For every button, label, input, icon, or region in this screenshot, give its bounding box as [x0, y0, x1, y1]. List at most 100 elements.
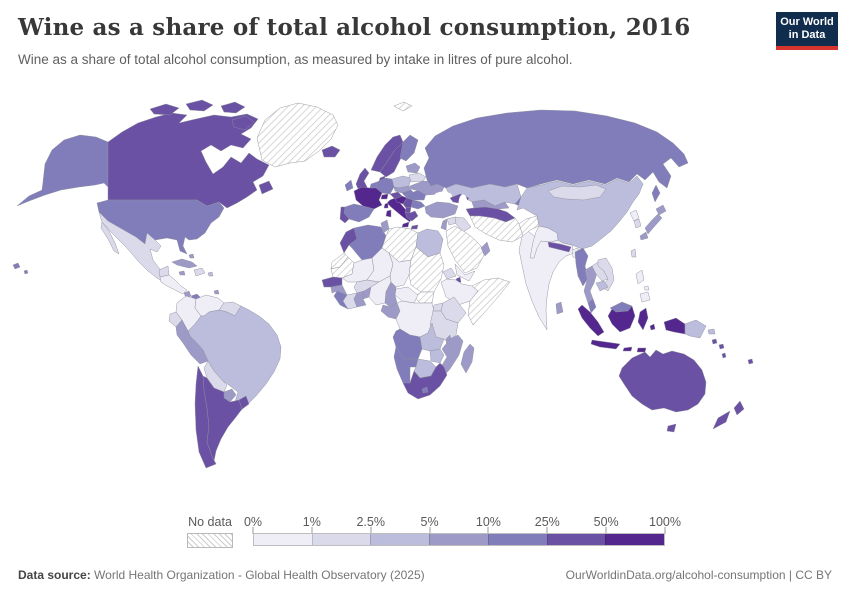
- region-argentina[interactable]: [202, 375, 243, 465]
- region-greenland[interactable]: [256, 102, 339, 168]
- region-sakhalin[interactable]: [651, 184, 661, 203]
- region-yemen[interactable]: [454, 263, 476, 282]
- region-ireland[interactable]: [344, 179, 354, 192]
- region-angola[interactable]: [392, 328, 423, 360]
- region-hawaii[interactable]: [12, 262, 29, 275]
- region-iceland[interactable]: [321, 145, 341, 158]
- legend-tick-label: 10%: [475, 515, 501, 529]
- legend-bucket-1-2.5[interactable]: [311, 534, 371, 545]
- region-australia[interactable]: [618, 349, 707, 413]
- region-vietnam[interactable]: [597, 257, 615, 292]
- legend-bucket-25-50[interactable]: [546, 534, 606, 545]
- region-namibia[interactable]: [393, 346, 419, 384]
- region-saudi-arabia[interactable]: [445, 225, 485, 274]
- region-canada[interactable]: [107, 112, 270, 209]
- legend-tick-label: 50%: [593, 515, 619, 529]
- region-russia[interactable]: [423, 109, 689, 189]
- region-central-african-republic[interactable]: [394, 286, 419, 304]
- region-pakistan[interactable]: [529, 225, 559, 259]
- legend-tick: [311, 527, 313, 534]
- region-mexico[interactable]: [98, 211, 172, 284]
- legend-bucket-5-10[interactable]: [429, 534, 488, 545]
- region-south-korea[interactable]: [633, 218, 642, 229]
- legend-bucket-50-100[interactable]: [605, 534, 665, 545]
- region-myanmar[interactable]: [574, 247, 589, 287]
- region-indonesia[interactable]: [577, 304, 686, 353]
- region-mongolia[interactable]: [547, 184, 607, 201]
- legend-bucket-10-25[interactable]: [487, 534, 547, 545]
- data-source-value: World Health Organization - Global Healt…: [90, 568, 425, 582]
- region-baltics[interactable]: [405, 162, 421, 174]
- region-finland[interactable]: [399, 134, 419, 162]
- region-eritrea[interactable]: [442, 267, 457, 280]
- region-central-america[interactable]: [159, 274, 188, 295]
- caspian-sea: [458, 194, 468, 212]
- region-switzerland[interactable]: [380, 193, 389, 200]
- legend-no-data-swatch: [187, 533, 233, 548]
- data-source-label: Data source:: [18, 568, 91, 582]
- region-madagascar[interactable]: [460, 343, 475, 374]
- page-subtitle: Wine as a share of total alcohol consump…: [18, 52, 573, 67]
- region-philippines[interactable]: [635, 269, 651, 303]
- legend-tick: [429, 527, 431, 534]
- region-greece[interactable]: [404, 210, 419, 230]
- region-bahamas[interactable]: [188, 253, 195, 259]
- region-somalia[interactable]: [467, 277, 511, 326]
- region-fiji[interactable]: [747, 358, 754, 365]
- region-alaska[interactable]: [16, 134, 121, 207]
- region-north-korea[interactable]: [629, 209, 640, 222]
- legend-color-bar: 0% 1% 2.5% 5% 10% 25% 50% 100%: [244, 515, 681, 548]
- region-canada-arctic[interactable]: [149, 99, 255, 131]
- region-baja[interactable]: [100, 221, 120, 255]
- region-iran[interactable]: [469, 215, 524, 243]
- region-newfoundland[interactable]: [258, 180, 274, 195]
- region-jamaica[interactable]: [178, 270, 186, 276]
- region-turkey[interactable]: [424, 201, 459, 219]
- data-source-text: Data source: World Health Organization -…: [18, 568, 425, 582]
- region-sri-lanka[interactable]: [555, 301, 564, 315]
- region-zimbabwe[interactable]: [429, 348, 445, 364]
- region-peru[interactable]: [175, 319, 209, 365]
- legend-tick: [546, 527, 548, 534]
- region-italy[interactable]: [383, 197, 413, 228]
- owid-logo[interactable]: Our World in Data: [776, 12, 838, 50]
- region-malaysia[interactable]: [587, 298, 633, 314]
- region-puerto-rico[interactable]: [207, 271, 214, 277]
- region-hispaniola[interactable]: [193, 267, 206, 277]
- region-cambodia[interactable]: [595, 280, 609, 292]
- region-burkina-faso[interactable]: [353, 279, 380, 294]
- legend-no-data[interactable]: No data: [187, 515, 233, 548]
- legend-tick-labels: 0% 1% 2.5% 5% 10% 25% 50% 100%: [244, 515, 681, 529]
- region-bulgaria[interactable]: [410, 199, 426, 210]
- region-tasmania[interactable]: [666, 423, 677, 433]
- legend-bucket-2.5-5[interactable]: [370, 534, 430, 545]
- legend-tick: [487, 527, 489, 534]
- legend-bucket-0-1[interactable]: [254, 534, 312, 545]
- region-nepal[interactable]: [547, 241, 572, 253]
- region-lesotho[interactable]: [421, 386, 429, 394]
- chart-footer: Data source: World Health Organization -…: [18, 568, 832, 582]
- region-new-zealand[interactable]: [712, 400, 745, 430]
- region-sudan[interactable]: [408, 246, 445, 293]
- region-oman[interactable]: [480, 241, 491, 257]
- legend-tick-label: 100%: [649, 515, 681, 529]
- legend-tick-label: 25%: [534, 515, 560, 529]
- region-zambia[interactable]: [419, 322, 445, 352]
- region-portugal[interactable]: [339, 206, 350, 224]
- region-france[interactable]: [353, 186, 383, 210]
- region-mozambique[interactable]: [438, 334, 464, 378]
- region-belarus[interactable]: [408, 172, 427, 183]
- region-levant[interactable]: [440, 218, 448, 231]
- region-papua-new-guinea[interactable]: [684, 319, 716, 339]
- region-trinidad[interactable]: [213, 289, 220, 295]
- region-iraq[interactable]: [454, 216, 472, 233]
- region-south-africa[interactable]: [402, 362, 448, 400]
- region-japan[interactable]: [639, 204, 667, 241]
- region-taiwan[interactable]: [630, 248, 637, 258]
- credit-link[interactable]: OurWorldinData.org/alcohol-consumption |…: [565, 568, 832, 582]
- region-cuba[interactable]: [171, 258, 198, 269]
- region-svalbard[interactable]: [393, 101, 413, 112]
- region-solomon-islands[interactable]: [711, 338, 725, 350]
- region-vanuatu[interactable]: [721, 352, 727, 359]
